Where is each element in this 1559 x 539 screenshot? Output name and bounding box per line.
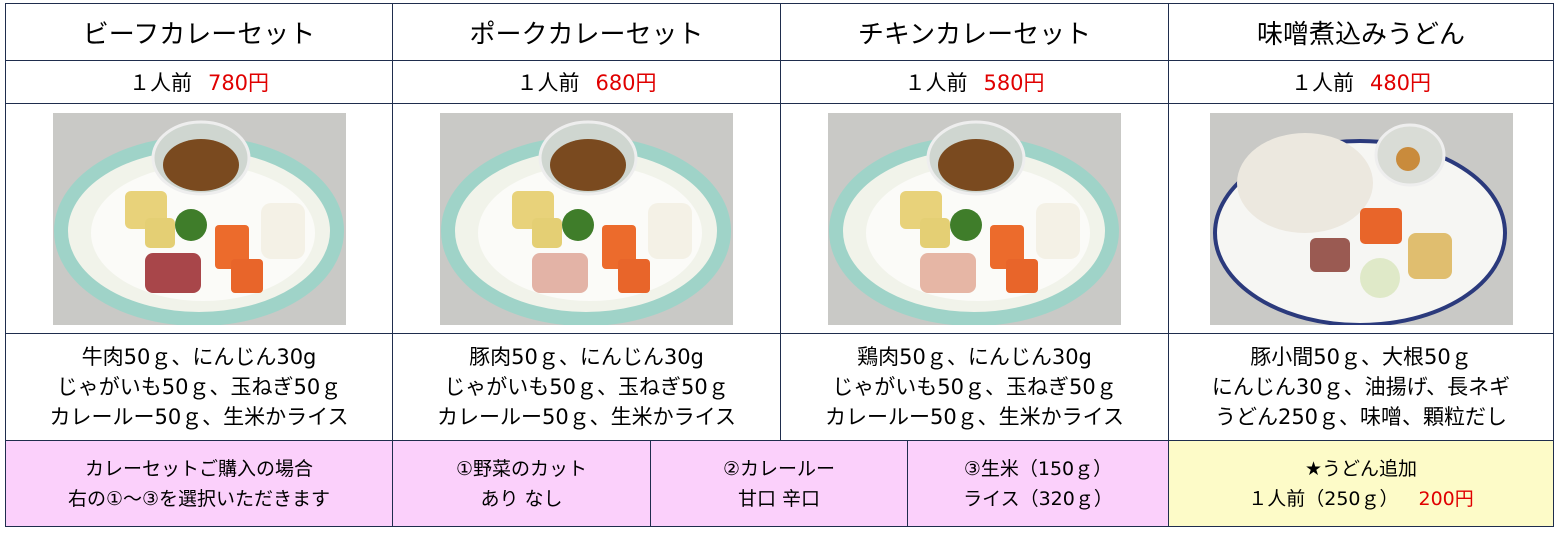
udon-extra-serving: １人前（250ｇ） xyxy=(1248,487,1399,510)
menu-name: チキンカレーセット xyxy=(857,19,1092,50)
ingredient-line: にんじん30ｇ、油揚げ、長ネギ xyxy=(1211,375,1511,399)
serving: １人前 xyxy=(904,71,968,95)
price: 680円 xyxy=(595,71,657,95)
menu-name: ポークカレーセット xyxy=(469,19,704,50)
food-photo xyxy=(52,112,346,325)
price: 480円 xyxy=(1369,71,1432,95)
choice-line: ライス（320ｇ） xyxy=(963,487,1113,510)
ingredient-line: 鶏肉50ｇ、にんじん30g xyxy=(857,345,1092,369)
ingredient-line: カレールー50ｇ、生米かライス xyxy=(436,405,737,429)
header-cell: ポークカレーセット xyxy=(392,3,781,61)
price: 580円 xyxy=(983,71,1045,95)
food-photo xyxy=(828,112,1121,325)
ingredient-line: カレールー50ｇ、生米かライス xyxy=(49,405,349,429)
udon-extra-row: １人前（250ｇ） 200円 xyxy=(1248,484,1474,514)
udon-extra-title: ★うどん追加 xyxy=(1304,457,1418,480)
ingredients-cell: 牛肉50ｇ、にんじん30g じゃがいも50ｇ、玉ねぎ50ｇ カレールー50ｇ、生米か… xyxy=(5,333,393,441)
ingredients-cell: 鶏肉50ｇ、にんじん30g じゃがいも50ｇ、玉ねぎ50ｇ カレールー50ｇ、生米か… xyxy=(780,333,1169,441)
food-photo xyxy=(440,112,733,325)
option-note: カレーセットご購入の場合 右の①～③を選択いただきます xyxy=(5,440,393,527)
price: 780円 xyxy=(207,71,270,95)
ingredient-line: うどん250ｇ、味噌、顆粒だし xyxy=(1214,405,1508,429)
serving: １人前 xyxy=(516,71,580,95)
price-cell: １人前 780円 xyxy=(5,60,393,104)
photo-cell xyxy=(780,103,1169,334)
ingredients-cell: 豚肉50ｇ、にんじん30g じゃがいも50ｇ、玉ねぎ50ｇ カレールー50ｇ、生米か… xyxy=(392,333,781,441)
option-choice: ③生米（150ｇ） ライス（320ｇ） xyxy=(907,440,1169,527)
header-cell: ビーフカレーセット xyxy=(5,3,393,61)
ingredient-line: カレールー50ｇ、生米かライス xyxy=(824,405,1125,429)
serving: １人前 xyxy=(128,71,192,95)
ingredient-line: じゃがいも50ｇ、玉ねぎ50ｇ xyxy=(832,375,1117,399)
ingredients-cell: 豚小間50ｇ、大根50ｇ にんじん30ｇ、油揚げ、長ネギ うどん250ｇ、味噌、顆粒… xyxy=(1168,333,1554,441)
serving: １人前 xyxy=(1290,71,1354,95)
choice-line: ③生米（150ｇ） xyxy=(963,457,1113,480)
ingredient-line: 牛肉50ｇ、にんじん30g xyxy=(81,345,317,369)
choice-line: ①野菜のカット xyxy=(455,457,588,480)
photo-cell xyxy=(1168,103,1554,334)
note-line: 右の①～③を選択いただきます xyxy=(67,487,331,510)
price-cell: １人前 580円 xyxy=(780,60,1169,104)
ingredient-line: 豚小間50ｇ、大根50ｇ xyxy=(1250,345,1472,369)
choice-line: 甘口 辛口 xyxy=(737,487,821,510)
note-line: カレーセットご購入の場合 xyxy=(84,457,313,480)
header-cell: チキンカレーセット xyxy=(780,3,1169,61)
ingredient-line: じゃがいも50ｇ、玉ねぎ50ｇ xyxy=(444,375,729,399)
menu-name: 味噌煮込みうどん xyxy=(1256,19,1465,50)
udon-extra-price: 200円 xyxy=(1418,487,1474,510)
photo-cell xyxy=(5,103,393,334)
ingredient-line: 豚肉50ｇ、にんじん30g xyxy=(469,345,704,369)
menu-name: ビーフカレーセット xyxy=(82,19,316,50)
option-choice: ②カレールー 甘口 辛口 xyxy=(650,440,908,527)
ingredient-line: じゃがいも50ｇ、玉ねぎ50ｇ xyxy=(56,375,342,399)
header-cell: 味噌煮込みうどん xyxy=(1168,3,1554,61)
food-photo xyxy=(1209,112,1513,325)
photo-cell xyxy=(392,103,781,334)
option-choice: ①野菜のカット あり なし xyxy=(392,440,651,527)
choice-line: ②カレールー xyxy=(722,457,836,480)
choice-line: あり なし xyxy=(480,487,563,510)
udon-extra: ★うどん追加 １人前（250ｇ） 200円 xyxy=(1168,440,1554,527)
price-cell: １人前 480円 xyxy=(1168,60,1554,104)
price-cell: １人前 680円 xyxy=(392,60,781,104)
